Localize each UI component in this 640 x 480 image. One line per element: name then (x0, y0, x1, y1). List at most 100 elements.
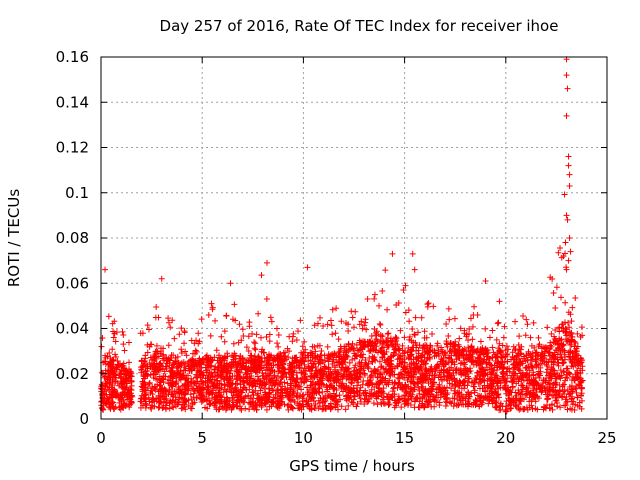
data-point (121, 370, 128, 377)
data-point (533, 349, 540, 356)
data-point (518, 351, 525, 358)
data-point (162, 388, 169, 395)
data-point (102, 361, 109, 368)
data-point (411, 371, 418, 378)
data-point (277, 352, 284, 359)
data-point (200, 386, 207, 393)
data-point (514, 362, 521, 369)
data-point (572, 362, 579, 369)
data-point (107, 361, 114, 368)
data-point (493, 394, 500, 401)
data-point (579, 363, 586, 370)
data-point (142, 404, 149, 411)
data-point (330, 377, 337, 384)
data-point (205, 364, 212, 371)
data-point (427, 342, 434, 349)
data-point (511, 376, 518, 383)
data-point (557, 404, 564, 411)
data-point (566, 324, 573, 331)
data-point (367, 390, 374, 397)
data-point (501, 323, 508, 330)
data-point (240, 363, 247, 370)
data-point (195, 330, 202, 337)
data-point (572, 371, 579, 378)
data-point (426, 354, 433, 361)
data-point (465, 400, 472, 407)
data-point (109, 346, 116, 353)
y-tick-label: 0.1 (65, 184, 89, 202)
data-point (321, 405, 328, 412)
data-point (249, 398, 256, 405)
data-point (365, 398, 372, 405)
data-point (248, 366, 255, 373)
data-point (176, 389, 183, 396)
data-point (119, 394, 126, 401)
data-point (371, 367, 378, 374)
data-point (538, 389, 545, 396)
data-point (348, 308, 355, 315)
data-point (235, 339, 242, 346)
data-point (569, 336, 576, 343)
data-point (546, 352, 553, 359)
data-point (306, 392, 313, 399)
data-point (452, 383, 459, 390)
data-point (169, 371, 176, 378)
data-point (383, 348, 390, 355)
data-point (566, 348, 573, 355)
data-point (378, 348, 385, 355)
data-point (465, 344, 472, 351)
data-point (449, 395, 456, 402)
data-point (329, 361, 336, 368)
data-point (102, 354, 109, 361)
data-point (119, 328, 126, 335)
data-point (410, 379, 417, 386)
data-point (339, 374, 346, 381)
data-point (576, 382, 583, 389)
data-point (126, 359, 133, 366)
peak-point (565, 153, 572, 160)
data-point (432, 367, 439, 374)
data-point (208, 300, 215, 307)
data-point (248, 356, 255, 363)
data-point (510, 361, 517, 368)
y-tick-label: 0.04 (56, 320, 89, 338)
data-point (578, 397, 585, 404)
data-point (419, 379, 426, 386)
data-point (182, 348, 189, 355)
data-point (231, 301, 238, 308)
peak-point (158, 275, 165, 282)
data-point (562, 402, 569, 409)
data-point (495, 319, 502, 326)
data-point (278, 387, 285, 394)
data-point (223, 401, 230, 408)
data-point (343, 395, 350, 402)
data-point (465, 355, 472, 362)
data-point (352, 353, 359, 360)
data-point (284, 402, 291, 409)
data-point (419, 370, 426, 377)
data-point (446, 316, 453, 323)
data-point (233, 376, 240, 383)
data-point (255, 353, 262, 360)
data-point (560, 359, 567, 366)
data-point (378, 354, 385, 361)
data-point (363, 326, 370, 333)
data-point (552, 388, 559, 395)
data-point (185, 365, 192, 372)
data-point (209, 306, 216, 313)
data-point (531, 393, 538, 400)
data-point (252, 340, 259, 347)
data-point (513, 397, 520, 404)
data-point (167, 357, 174, 364)
data-point (277, 379, 284, 386)
data-point (280, 365, 287, 372)
data-point (494, 359, 501, 366)
data-point (348, 344, 355, 351)
data-point (276, 401, 283, 408)
data-point (175, 370, 182, 377)
data-point (206, 378, 213, 385)
data-point (384, 306, 391, 313)
data-point (451, 345, 458, 352)
data-point (576, 403, 583, 410)
data-point (343, 353, 350, 360)
